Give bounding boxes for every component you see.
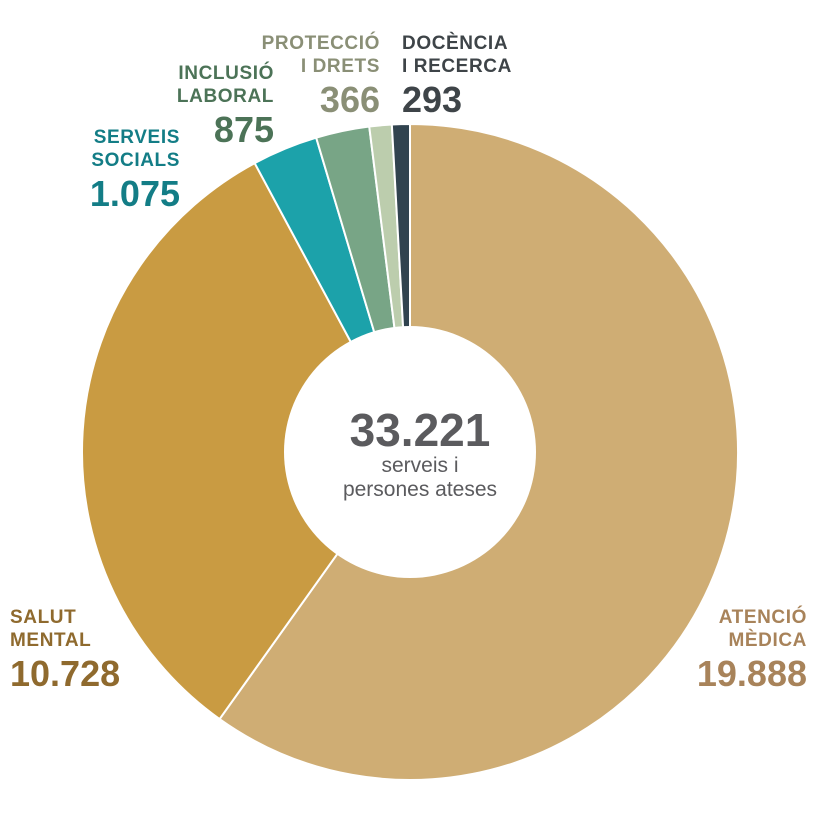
- slice-label-docencia-i-recerca: DOCÈNCIA I RECERCA 293: [402, 32, 512, 120]
- slice-value-label: 366: [319, 79, 380, 120]
- center-total-caption: serveis i persones ateses: [342, 454, 498, 501]
- slice-value-label: 10.728: [10, 653, 121, 694]
- slice-label-atencio-medica: ATENCIÓ MÈDICA 19.888: [697, 606, 807, 694]
- slice-name-line1: INCLUSIÓ: [178, 63, 274, 84]
- slice-value-label: 875: [213, 109, 274, 150]
- slice-label-proteccio-i-drets: PROTECCIÓ I DRETS 366: [262, 32, 380, 120]
- slice-label-salut-mental: SALUT MENTAL 10.728: [10, 606, 120, 694]
- center-total-value: 33.221: [349, 404, 491, 456]
- donut-slice-salut-mental: [81, 162, 411, 721]
- slice-value-label: 1.075: [89, 173, 180, 214]
- slice-name-line1: SERVEIS: [93, 127, 180, 148]
- slice-name-line2: MÈDICA: [728, 630, 807, 651]
- slice-name-line1: DOCÈNCIA: [402, 33, 509, 54]
- slice-value-label: 19.888: [696, 653, 807, 694]
- slice-name-line2: LABORAL: [176, 86, 274, 107]
- slice-label-inclusio-laboral: INCLUSIÓ LABORAL 875: [177, 62, 274, 150]
- slice-name-line1: PROTECCIÓ: [261, 33, 380, 54]
- slice-name-line2: I DRETS: [300, 56, 380, 77]
- slice-name-line2: MENTAL: [10, 630, 92, 651]
- donut-hole: [284, 326, 536, 578]
- slice-name-line1: ATENCIÓ: [718, 607, 807, 628]
- slice-name-line2: SOCIALS: [91, 150, 180, 171]
- slice-name-line1: SALUT: [10, 607, 77, 628]
- slice-value-label: 293: [402, 79, 463, 120]
- slice-name-line2: I RECERCA: [402, 56, 512, 77]
- slice-label-serveis-socials: SERVEIS SOCIALS 1.075: [90, 126, 180, 214]
